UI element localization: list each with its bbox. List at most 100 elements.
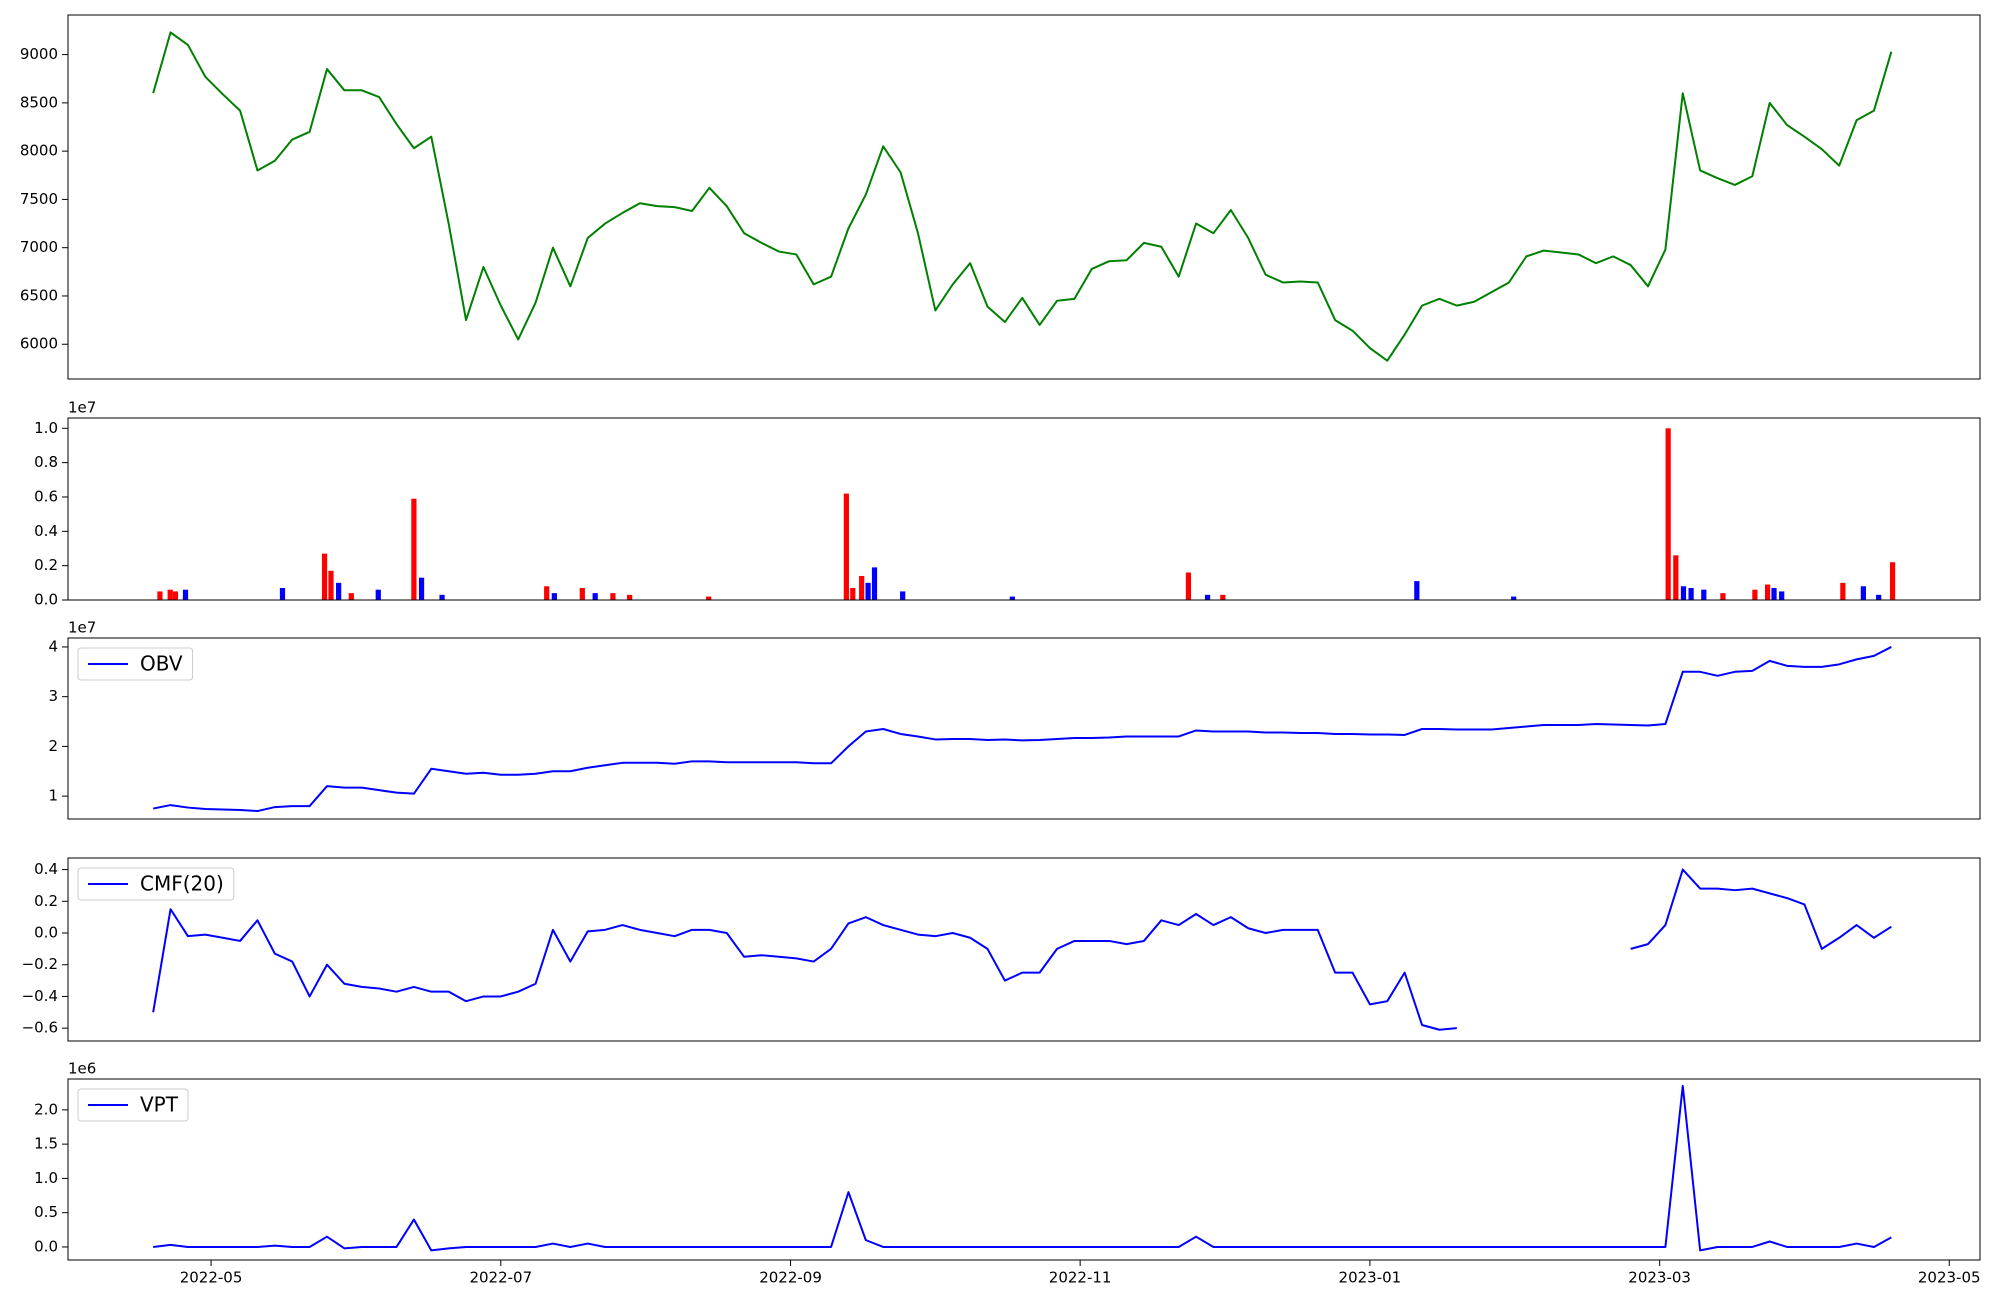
y-tick-label: 6000 [20, 335, 58, 353]
offset-label: 1e7 [68, 399, 96, 417]
y-tick-label: −0.4 [22, 987, 58, 1005]
legend-box [77, 1088, 189, 1122]
y-tick-label: 0.8 [34, 453, 58, 471]
x-tick-label: 2023-03 [1628, 1269, 1691, 1287]
bar [579, 587, 585, 600]
bar [279, 587, 286, 600]
x-tick-label: 2022-07 [469, 1269, 532, 1287]
bar [1665, 428, 1671, 600]
bar [157, 591, 163, 600]
bar [375, 589, 381, 600]
bar [1673, 555, 1679, 600]
bar [1414, 581, 1420, 600]
bar [1752, 589, 1758, 600]
bar [626, 594, 633, 600]
y-tick-label: 7500 [20, 190, 58, 208]
bar [544, 586, 550, 600]
axes-frame [67, 1078, 1981, 1261]
y-tick-label: 0.0 [34, 924, 58, 942]
y-tick-label: 3 [48, 687, 58, 705]
y-tick-label: 9000 [20, 45, 58, 63]
axes-frame [67, 637, 1981, 820]
bar [182, 589, 189, 600]
bar [551, 593, 557, 600]
bar [1771, 587, 1777, 600]
bar [1720, 593, 1726, 600]
y-tick-label: 2.0 [34, 1100, 58, 1118]
bar [843, 493, 849, 600]
bar [871, 567, 878, 600]
bar [172, 591, 179, 600]
legend-label: CMF(20) [140, 872, 224, 896]
legend-label: VPT [140, 1093, 179, 1117]
bar [1764, 584, 1771, 600]
bar [706, 596, 712, 600]
bar [1840, 582, 1846, 600]
bar [167, 589, 173, 600]
bar [1889, 562, 1896, 600]
y-tick-label: 0.0 [34, 591, 58, 609]
y-tick-label: 8000 [20, 142, 58, 160]
y-tick-label: 0.0 [34, 1237, 58, 1255]
bar [1204, 594, 1211, 600]
bar [1009, 596, 1015, 600]
bar [1220, 594, 1226, 600]
y-tick-label: 8500 [20, 93, 58, 111]
y-tick-label: 0.6 [34, 487, 58, 505]
bar [1876, 594, 1882, 600]
axes-frame [67, 14, 1981, 380]
bar [1860, 586, 1866, 600]
y-tick-label: 1.0 [34, 419, 58, 437]
data-line [152, 868, 1892, 1031]
bar [850, 587, 856, 600]
data-line [153, 1084, 1892, 1252]
bar [1680, 586, 1687, 600]
x-tick-label: 2023-05 [1918, 1269, 1981, 1287]
bar [411, 498, 417, 600]
data-line [152, 31, 1893, 362]
bar [321, 553, 328, 600]
bar [439, 594, 445, 600]
bar [418, 577, 425, 600]
bar [900, 591, 906, 600]
y-tick-label: 0.4 [34, 860, 58, 878]
y-tick-label: 4 [48, 637, 58, 655]
legend-box [77, 867, 235, 901]
y-tick-label: 0.2 [34, 556, 58, 574]
bar [336, 582, 342, 600]
y-tick-label: 1.5 [34, 1135, 58, 1153]
x-tick-label: 2023-01 [1339, 1269, 1402, 1287]
y-tick-label: 7000 [20, 238, 58, 256]
axes-frame [67, 857, 1981, 1042]
bar [859, 575, 865, 600]
bar [1185, 572, 1192, 600]
bar [1701, 589, 1707, 600]
y-tick-label: 0.2 [34, 892, 58, 910]
x-tick-label: 2022-11 [1049, 1269, 1112, 1287]
y-tick-label: −0.6 [22, 1019, 58, 1037]
offset-label: 1e7 [68, 619, 96, 637]
y-tick-label: 2 [48, 737, 58, 755]
data-line [152, 646, 1892, 813]
y-tick-label: 0.5 [34, 1203, 58, 1221]
y-tick-label: 6500 [20, 286, 58, 304]
legend-box [77, 647, 194, 681]
legend-label: OBV [140, 652, 183, 676]
bar [610, 593, 616, 600]
bar [1688, 587, 1694, 600]
axes-frame [67, 417, 1981, 601]
y-tick-label: 1.0 [34, 1169, 58, 1187]
y-tick-label: 1 [48, 787, 58, 805]
bar [348, 593, 354, 600]
bar [865, 582, 871, 600]
bar [1511, 596, 1517, 600]
offset-label: 1e6 [68, 1060, 96, 1078]
y-tick-label: −0.2 [22, 955, 58, 973]
y-tick-label: 0.4 [34, 522, 58, 540]
bar [592, 593, 598, 600]
bar [1779, 591, 1785, 600]
bar [328, 570, 334, 600]
x-tick-label: 2022-05 [180, 1269, 243, 1287]
